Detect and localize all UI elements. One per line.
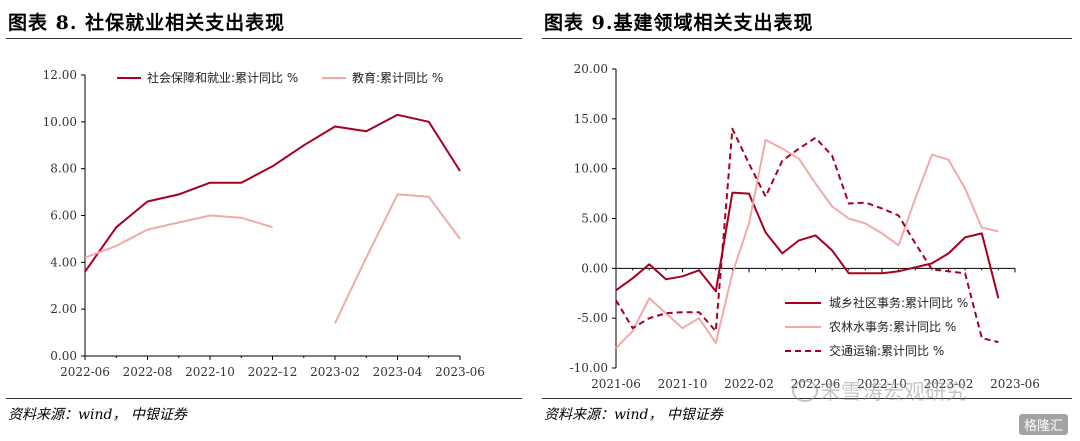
x-tick-label: 2023-04 — [373, 365, 423, 379]
series-line-0 — [615, 191, 1000, 299]
watermark-icon — [792, 380, 818, 402]
line-chart-infrastructure: -10.00 -5.00 0.00 5.00 10.00 15.00 20.00 2021-0… — [570, 62, 1040, 391]
title-rule — [542, 38, 1072, 39]
legend-label: 交通运输:累计同比 % — [829, 343, 944, 358]
y-tick-label: 4.00 — [50, 255, 77, 269]
watermark: 宋雪涛宏观研究 — [820, 380, 967, 404]
legend-label: 城乡社区事务:累计同比 % — [829, 295, 968, 310]
y-tick-label: 0.00 — [50, 349, 77, 363]
title-rule — [6, 38, 522, 39]
x-tick-label: 2023-06 — [990, 377, 1040, 391]
x-tick-label: 2023-02 — [924, 377, 974, 391]
y-tick-label: 10.00 — [574, 162, 608, 176]
chart-title: 图表 8. 社保就业相关支出表现 — [8, 12, 286, 34]
x-tick-label: 2022-10 — [185, 365, 235, 379]
footer-rule — [6, 398, 522, 399]
legend-label: 教育:累计同比 % — [352, 70, 443, 85]
series-line-1 — [84, 193, 461, 324]
y-tick-label: 6.00 — [50, 209, 77, 223]
y-tick-label: -10.00 — [570, 361, 608, 375]
chart-title: 图表 9.基建领域相关支出表现 — [544, 12, 814, 34]
line-chart-social-security: 0.00 2.00 4.00 6.00 8.00 10.00 12.00 2022-06 202… — [43, 68, 485, 379]
source-note: 资料来源：wind， 中银证券 — [8, 407, 187, 423]
series-line-0 — [84, 113, 461, 273]
y-tick-label: 5.00 — [581, 212, 608, 226]
x-tick-label: 2022-02 — [724, 377, 774, 391]
x-tick-label: 2022-06 — [60, 365, 110, 379]
x-tick-label: 2022-12 — [248, 365, 298, 379]
x-tick-label: 2021-06 — [591, 377, 641, 391]
y-tick-label: 15.00 — [574, 112, 608, 126]
y-tick-label: 12.00 — [43, 68, 77, 82]
x-tick-label: 2021-10 — [658, 377, 708, 391]
chart-panel-right: 图表 9.基建领域相关支出表现 -10.00 -5.00 0.00 5.00 10.00… — [540, 0, 1080, 441]
x-tick-label: 2022-08 — [123, 365, 173, 379]
source-note: 资料来源：wind， 中银证券 — [544, 407, 723, 423]
x-tick-label: 2022-10 — [857, 377, 907, 391]
series-line-2 — [615, 127, 999, 344]
y-tick-label: 2.00 — [50, 302, 77, 316]
legend-label: 社会保障和就业:累计同比 % — [147, 70, 298, 85]
chart-panel-left: 图表 8. 社保就业相关支出表现 0.00 2.00 4.00 6.00 8.00 10.… — [0, 0, 522, 441]
source-badge: 格隆汇 — [1018, 414, 1068, 435]
series-line-1 — [615, 138, 999, 349]
legend-label: 农林水事务:累计同比 % — [829, 319, 956, 334]
y-tick-label: 0.00 — [581, 261, 608, 275]
y-tick-label: 20.00 — [574, 62, 608, 76]
y-tick-label: 10.00 — [43, 115, 77, 129]
y-tick-label: 8.00 — [50, 162, 77, 176]
x-tick-label: 2023-02 — [310, 365, 360, 379]
y-tick-label: -5.00 — [577, 311, 608, 325]
x-tick-label: 2023-06 — [435, 365, 485, 379]
